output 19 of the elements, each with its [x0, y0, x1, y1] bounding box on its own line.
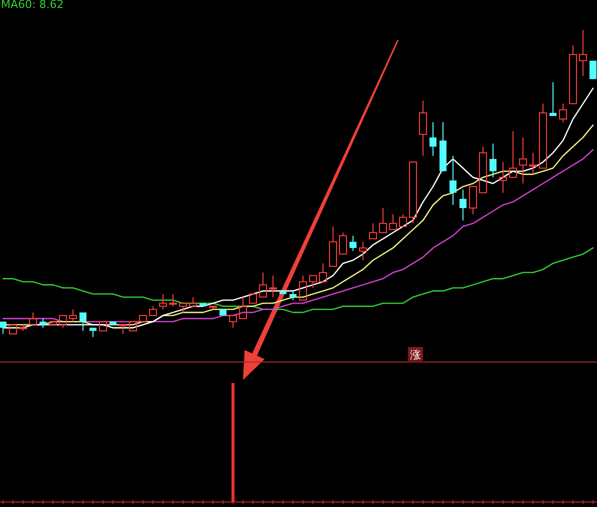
candlestick [269, 275, 277, 298]
candlestick [499, 162, 507, 194]
text: 涨 [410, 348, 421, 362]
candlestick [519, 136, 527, 184]
candlestick [0, 321, 6, 334]
candlestick [80, 312, 86, 332]
candlestick [529, 152, 537, 175]
candlestick [579, 30, 587, 77]
candlestick [419, 100, 427, 156]
candlestick [460, 189, 466, 221]
candlestick [40, 318, 46, 328]
candlestick [590, 60, 596, 80]
candlestick [350, 235, 356, 252]
candlestick [290, 290, 296, 301]
candlestick [550, 82, 556, 116]
text: MA60: 8.62 [1, 0, 64, 11]
candlestick [450, 155, 456, 206]
candlestick [430, 122, 436, 156]
candlestick [490, 143, 496, 178]
